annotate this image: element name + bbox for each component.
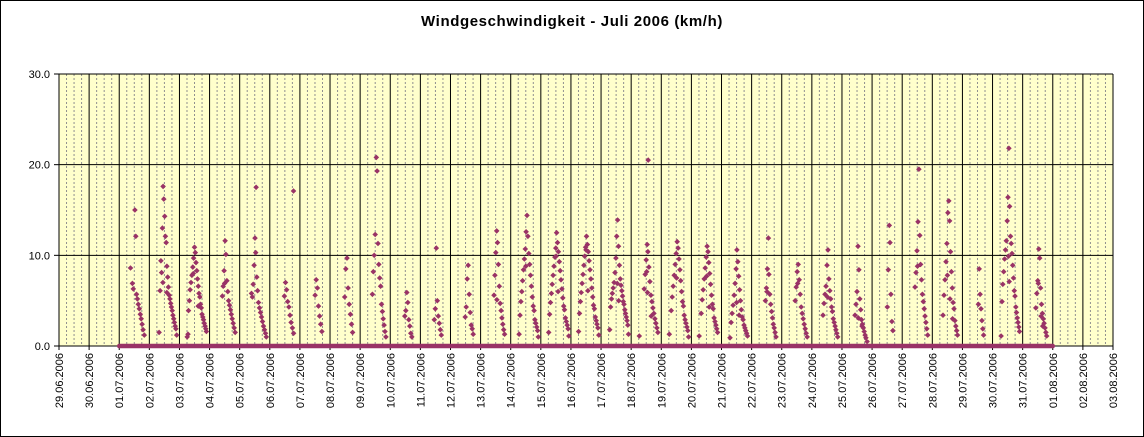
x-tick-label: 25.07.2006 — [837, 353, 849, 408]
day-gridlines — [58, 74, 1114, 346]
x-tick-label: 27.07.2006 — [897, 353, 909, 408]
minor-gridlines — [66, 74, 1106, 346]
x-tick-label: 01.07.2006 — [114, 353, 126, 408]
x-tick-label: 04.07.2006 — [205, 353, 217, 408]
x-tick-label: 09.07.2006 — [355, 353, 367, 408]
x-tick-label: 11.07.2006 — [415, 353, 427, 407]
x-tick-label: 24.07.2006 — [807, 353, 819, 408]
x-tick-label: 19.07.2006 — [656, 353, 668, 408]
x-tick-label: 29.07.2006 — [957, 353, 969, 408]
x-tick-label: 23.07.2006 — [777, 353, 789, 408]
y-tick-label: 20.0 — [29, 160, 50, 172]
x-tick-label: 17.07.2006 — [596, 353, 608, 408]
x-tick-label: 06.07.2006 — [265, 353, 277, 408]
x-tick-label: 20.07.2006 — [686, 353, 698, 408]
chart-title: Windgeschwindigkeit - Juli 2006 (km/h) — [421, 13, 723, 30]
x-tick-label: 12.07.2006 — [445, 353, 457, 408]
y-tick-label: 0.0 — [35, 341, 50, 353]
x-tick-label: 30.07.2006 — [988, 353, 1000, 408]
x-tick-label: 14.07.2006 — [506, 353, 518, 408]
x-tick-label: 03.08.2006 — [1108, 353, 1120, 408]
x-tick-label: 10.07.2006 — [385, 353, 397, 408]
x-tick-label: 21.07.2006 — [717, 353, 729, 408]
x-tick-label: 30.06.2006 — [84, 353, 96, 408]
x-tick-label: 15.07.2006 — [536, 353, 548, 408]
x-tick-label: 13.07.2006 — [476, 353, 488, 408]
x-tick-label: 22.07.2006 — [747, 353, 759, 408]
y-tick-label: 30.0 — [29, 69, 50, 81]
x-tick-label: 26.07.2006 — [867, 353, 879, 408]
x-tick-label: 31.07.2006 — [1018, 353, 1030, 408]
x-axis: 29.06.2006 30.06.2006 01.07.2006 02.07.2006… — [54, 346, 1120, 408]
x-tick-label: 02.07.2006 — [144, 353, 156, 408]
x-tick-label: 28.07.2006 — [927, 353, 939, 408]
x-tick-label: 16.07.2006 — [566, 353, 578, 408]
x-tick-label: 03.07.2006 — [174, 353, 186, 408]
x-tick-label: 02.08.2006 — [1078, 353, 1090, 408]
y-tick-label: 10.0 — [29, 250, 50, 262]
x-tick-label: 29.06.2006 — [54, 353, 66, 408]
x-tick-label: 05.07.2006 — [235, 353, 247, 408]
x-tick-label: 08.07.2006 — [325, 353, 337, 408]
x-tick-label: 01.08.2006 — [1048, 353, 1060, 408]
x-tick-label: 07.07.2006 — [295, 353, 307, 408]
data-point-markers — [127, 145, 1050, 345]
x-tick-label: 18.07.2006 — [626, 353, 638, 408]
